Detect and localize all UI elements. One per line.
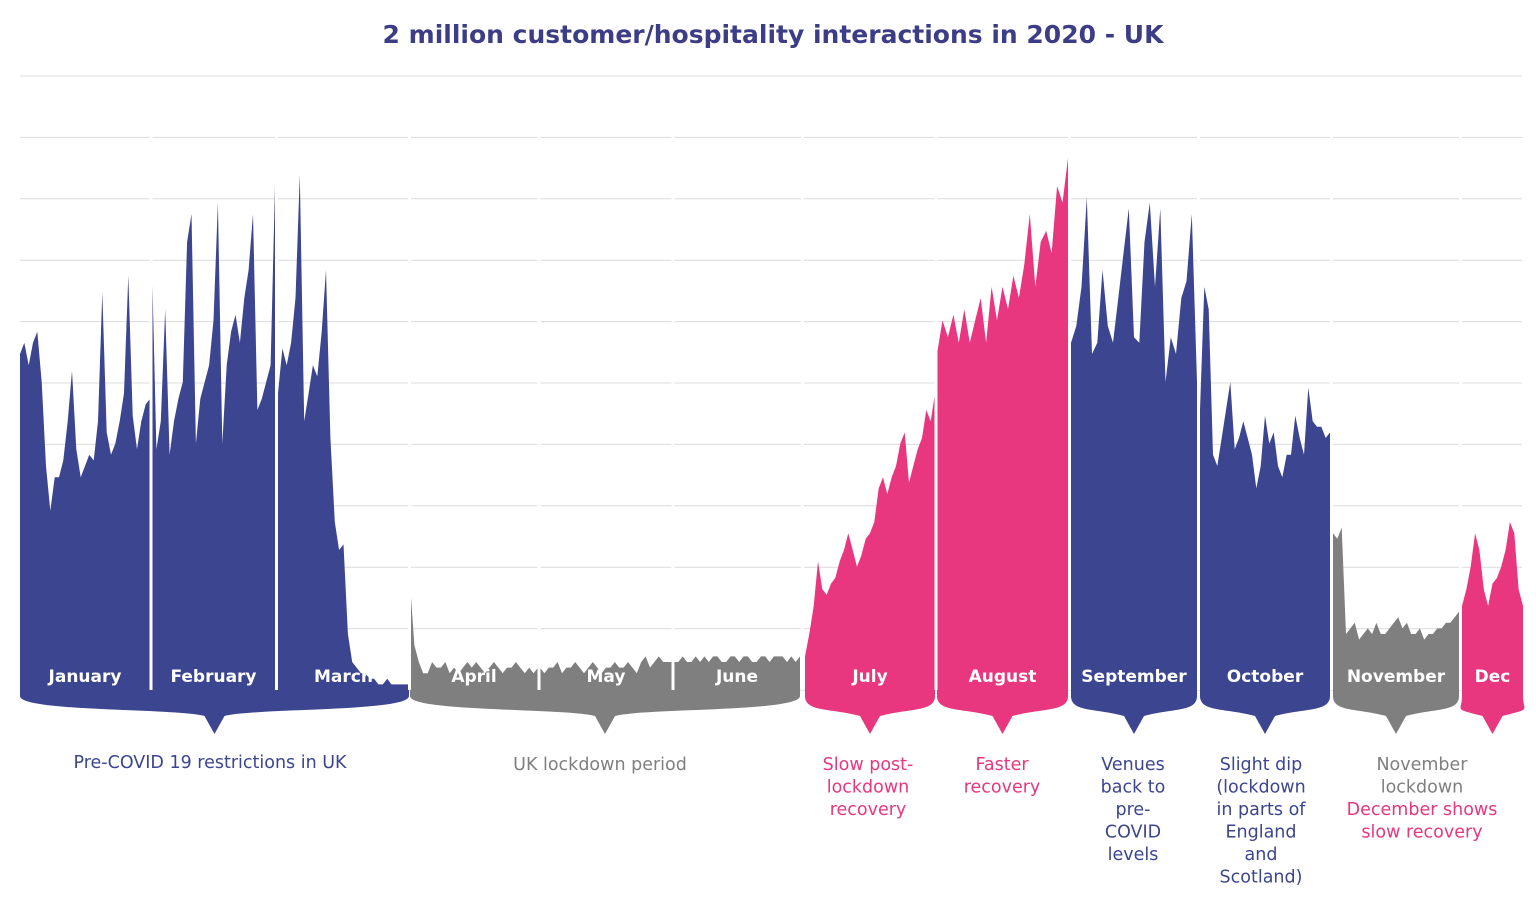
period-note-line: Slight dip: [1220, 755, 1303, 775]
period-brace: [1333, 690, 1459, 734]
month-area-march: [278, 174, 409, 691]
month-area-july: [805, 393, 935, 690]
month-area-september: [1071, 197, 1197, 690]
month-label-august: August: [969, 667, 1037, 687]
month-label-may: May: [587, 667, 626, 687]
month-label-february: February: [170, 667, 256, 687]
period-note-line: (lockdown: [1216, 778, 1305, 798]
period-note-line: December shows: [1347, 800, 1498, 820]
period-brace: [1200, 690, 1330, 734]
period-brace: [937, 690, 1068, 734]
month-area-may: [540, 656, 672, 690]
period-note-line: levels: [1108, 845, 1159, 865]
period-note-line: UK lockdown period: [513, 755, 687, 775]
period-note-line: recovery: [830, 800, 907, 820]
period-note-line: COVID: [1105, 823, 1161, 843]
period-note-line: in parts of: [1217, 800, 1307, 820]
period-note-line: and: [1245, 845, 1278, 865]
period-note-line: back to: [1101, 778, 1166, 798]
month-area-dec: [1462, 522, 1523, 690]
month-dividers: [149, 100, 1462, 690]
period-note-line: Slow post-: [823, 755, 914, 775]
period-note-line: November: [1376, 755, 1468, 775]
month-area-august: [937, 158, 1068, 690]
period-note-line: Scotland): [1220, 868, 1303, 888]
month-labels: January February March April May June July Augu…: [48, 667, 1511, 687]
period-brace: [1460, 690, 1525, 734]
period-note-line: Venues: [1101, 755, 1164, 775]
month-area-april: [410, 583, 538, 690]
month-label-march: March: [314, 667, 373, 687]
period-note-line: lockdown: [827, 778, 910, 798]
period-note-line: slow recovery: [1361, 823, 1482, 843]
month-label-july: July: [851, 667, 887, 687]
month-label-november: November: [1347, 667, 1446, 687]
period-note-line: Faster: [975, 755, 1029, 775]
period-note-line: pre-: [1116, 800, 1151, 820]
month-area-june: [674, 656, 800, 690]
period-brace: [410, 690, 800, 734]
month-label-october: October: [1227, 667, 1304, 687]
period-note-line: Pre-COVID 19 restrictions in UK: [73, 753, 347, 773]
month-areas: [20, 158, 1523, 691]
month-label-dec: Dec: [1475, 667, 1511, 687]
chart-title: 2 million customer/hospitality interacti…: [382, 20, 1164, 49]
period-brace: [1071, 690, 1197, 734]
month-area-november: [1333, 527, 1459, 690]
month-label-june: June: [715, 667, 758, 687]
month-label-september: September: [1081, 667, 1187, 687]
month-label-april: April: [451, 667, 496, 687]
period-notes: Pre-COVID 19 restrictions in UK UK lockdo…: [73, 753, 1497, 888]
period-note-line: lockdown: [1381, 778, 1464, 798]
period-brace: [20, 690, 409, 734]
month-area-january: [20, 275, 150, 690]
month-area-february: [152, 186, 275, 690]
period-note-line: recovery: [964, 778, 1041, 798]
period-note-line: England: [1225, 823, 1296, 843]
month-label-january: January: [48, 667, 122, 687]
month-area-october: [1200, 286, 1330, 690]
period-brace: [805, 690, 935, 734]
period-braces: [20, 690, 1525, 734]
